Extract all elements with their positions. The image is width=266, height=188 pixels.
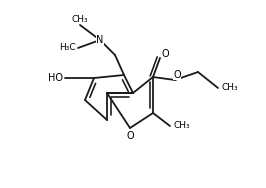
Text: CH₃: CH₃	[72, 15, 88, 24]
Text: HO: HO	[48, 73, 63, 83]
Text: N: N	[96, 35, 104, 45]
Text: CH₃: CH₃	[174, 121, 191, 130]
Text: H₃C: H₃C	[59, 43, 76, 52]
Text: O: O	[126, 131, 134, 141]
Text: O: O	[173, 70, 181, 80]
Text: O: O	[161, 49, 169, 59]
Text: CH₃: CH₃	[221, 83, 238, 92]
